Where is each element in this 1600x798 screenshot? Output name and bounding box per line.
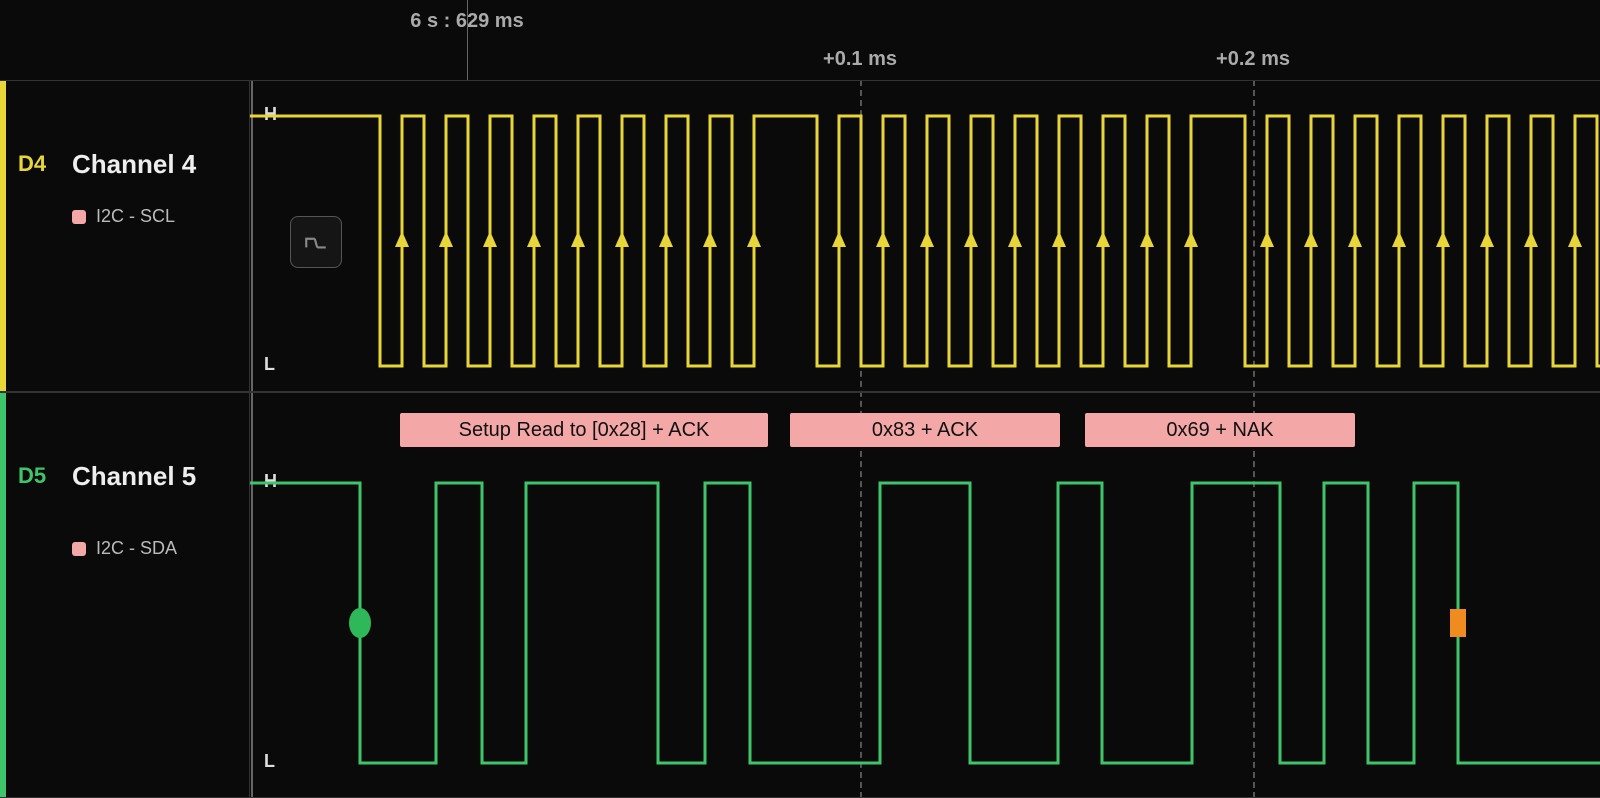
channel-sidebar[interactable]: D5 Channel 5 I2C - SDA <box>0 393 250 797</box>
decode-badge[interactable]: Setup Read to [0x28] + ACK <box>400 413 768 447</box>
i2c-start-marker-icon <box>349 608 371 638</box>
channel-row: D5Channel 5I2C - SDAHLSetup Read to [0x2… <box>0 392 1600 798</box>
time-ruler[interactable]: 6 s : 629 ms+0.1 ms+0.2 ms <box>0 0 1600 81</box>
channel-id: D5 <box>18 463 46 489</box>
protocol-label: I2C - SDA <box>96 538 177 559</box>
waveform-area[interactable]: HL <box>250 81 1600 391</box>
waveform-area[interactable]: HLSetup Read to [0x28] + ACK0x83 + ACK0x… <box>250 393 1600 797</box>
channel-name: Channel 5 <box>72 461 196 492</box>
protocol-tag[interactable]: I2C - SDA <box>72 538 177 559</box>
channel-sidebar[interactable]: D4 Channel 4 I2C - SCL <box>0 81 250 391</box>
ruler-tick-label: +0.1 ms <box>823 48 897 71</box>
ruler-tick-label: +0.2 ms <box>1216 48 1290 71</box>
decode-badge[interactable]: 0x83 + ACK <box>790 413 1060 447</box>
protocol-color-dot <box>72 210 86 224</box>
channel-name: Channel 4 <box>72 149 196 180</box>
channel-row: D4 Channel 4 I2C - SCL HL <box>0 80 1600 392</box>
channel-id: D4 <box>18 151 46 177</box>
decode-badge[interactable]: 0x69 + NAK <box>1085 413 1355 447</box>
sda-waveform <box>250 483 1600 763</box>
waveform-svg <box>250 393 1600 797</box>
protocol-label: I2C - SCL <box>96 206 175 227</box>
i2c-stop-marker-icon <box>1450 609 1466 637</box>
ruler-anchor-tick <box>467 0 468 80</box>
protocol-tag[interactable]: I2C - SCL <box>72 206 175 227</box>
protocol-color-dot <box>72 542 86 556</box>
waveform-svg <box>250 81 1600 391</box>
